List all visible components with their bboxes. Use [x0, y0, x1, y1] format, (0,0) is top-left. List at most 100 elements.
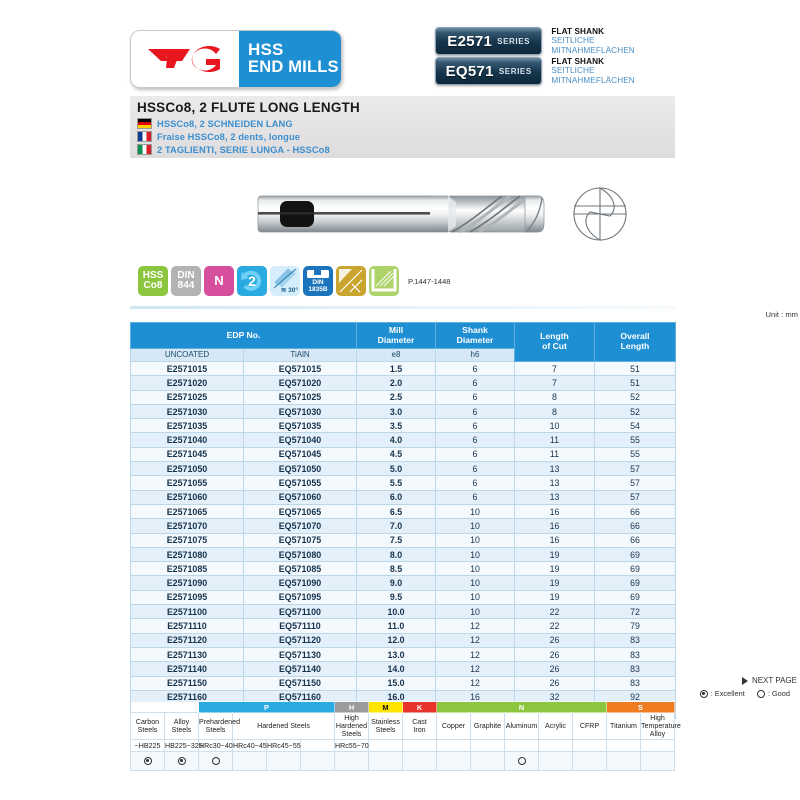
cell-mill-diameter: 5.5: [356, 475, 436, 491]
next-page-link[interactable]: NEXT PAGE: [741, 676, 797, 685]
cell-mill-diameter: 2.5: [356, 389, 436, 405]
cell-tialn: EQ571095: [243, 589, 357, 606]
cell-shank-diameter: 10: [435, 575, 515, 591]
series-word: SERIES: [497, 36, 531, 46]
good-mark-icon: [211, 756, 220, 765]
cell-uncoated: E2571095: [130, 589, 244, 606]
table-row[interactable]: E2571080 EQ571080 8.0 10 19 69: [130, 546, 676, 563]
cell-mill-diameter: 9.5: [356, 589, 436, 606]
material-hardness: HRc45~55: [266, 739, 301, 752]
table-row[interactable]: E2571120 EQ571120 12.0 12 26 83: [130, 632, 676, 648]
table-row[interactable]: E2571075 EQ571075 7.5 10 16 66: [130, 532, 676, 548]
cell-overall-length: 66: [594, 532, 676, 548]
table-row[interactable]: E2571130 EQ571130 13.0 12 26 83: [130, 646, 676, 663]
series-desc-de: SEITLICHE MITNAHMEFLÄCHEN: [551, 36, 635, 55]
material-hardness: [300, 739, 335, 752]
table-row[interactable]: E2571085 EQ571085 8.5 10 19 69: [130, 561, 676, 577]
material-rating-cell: [266, 751, 301, 771]
cell-tialn: EQ571065: [243, 503, 357, 520]
cell-shank-diameter: 10: [435, 604, 515, 620]
cell-shank-diameter: 10: [435, 518, 515, 534]
cell-overall-length: 69: [594, 546, 676, 563]
cell-overall-length: 83: [594, 675, 676, 691]
unit-label: Unit : mm: [765, 310, 799, 319]
series-desc-de: SEITLICHE MITNAHMEFLÄCHEN: [551, 66, 635, 85]
table-row[interactable]: E2571055 EQ571055 5.5 6 13 57: [130, 475, 676, 491]
badge-line-1: 2: [248, 272, 256, 289]
material-name: Alloy Steels: [164, 712, 199, 740]
cell-shank-diameter: 6: [435, 418, 515, 434]
cell-uncoated: E2571060: [130, 489, 244, 505]
cell-length-of-cut: 22: [514, 604, 595, 620]
cell-tialn: EQ571110: [243, 618, 357, 634]
table-row[interactable]: E2571020 EQ571020 2.0 6 7 51: [130, 375, 676, 391]
cell-shank-diameter: 6: [435, 360, 515, 377]
specification-table-body: E2571015 EQ571015 1.5 6 7 51 E2571020 EQ571020 2…: [130, 360, 676, 720]
badge-line-1: DIN: [312, 278, 324, 286]
table-row[interactable]: E2571060 EQ571060 6.0 6 13 57: [130, 489, 676, 505]
material-rating-cell: [538, 751, 573, 771]
table-row[interactable]: E2571090 EQ571090 9.0 10 19 69: [130, 575, 676, 591]
cell-shank-diameter: 12: [435, 632, 515, 648]
table-row[interactable]: E2571025 EQ571025 2.5 6 8 52: [130, 389, 676, 405]
table-row[interactable]: E2571045 EQ571045 4.5 6 11 55: [130, 446, 676, 463]
flute-count-badge: 2: [237, 266, 267, 296]
table-row[interactable]: E2571030 EQ571030 3.0 6 8 52: [130, 403, 676, 420]
cell-overall-length: 57: [594, 475, 676, 491]
cell-tialn: EQ571055: [243, 475, 357, 491]
cell-mill-diameter: 9.0: [356, 575, 436, 591]
material-name: Copper: [436, 712, 471, 740]
cell-shank-diameter: 6: [435, 389, 515, 405]
table-row[interactable]: E2571065 EQ571065 6.5 10 16 66: [130, 503, 676, 520]
cell-shank-diameter: 10: [435, 546, 515, 563]
cell-length-of-cut: 19: [514, 561, 595, 577]
header-overall-length: Overall Length: [594, 322, 676, 362]
table-row[interactable]: E2571095 EQ571095 9.5 10 19 69: [130, 589, 676, 606]
cell-mill-diameter: 4.5: [356, 446, 436, 463]
cell-uncoated: E2571030: [130, 403, 244, 420]
cell-uncoated: E2571100: [130, 604, 244, 620]
cell-mill-diameter: 15.0: [356, 675, 436, 691]
cell-tialn: EQ571085: [243, 561, 357, 577]
cell-overall-length: 69: [594, 561, 676, 577]
table-row[interactable]: E2571110 EQ571110 11.0 12 22 79: [130, 618, 676, 634]
rotation-arrow-icon: [241, 270, 262, 291]
table-row[interactable]: E2571070 EQ571070 7.0 10 16 66: [130, 518, 676, 534]
slotting-badge: [336, 266, 366, 296]
cell-overall-length: 72: [594, 604, 676, 620]
cell-shank-diameter: 6: [435, 489, 515, 505]
cell-length-of-cut: 16: [514, 503, 595, 520]
table-row[interactable]: E2571015 EQ571015 1.5 6 7 51: [130, 360, 676, 377]
table-row[interactable]: E2571150 EQ571150 15.0 12 26 83: [130, 675, 676, 691]
subheader-tialn: TiAlN: [243, 348, 357, 362]
material-hardness: [606, 739, 641, 752]
brand-name: HSS END MILLS: [239, 31, 341, 87]
section-divider: [130, 306, 675, 309]
series-badge: E2571 SERIES: [435, 27, 543, 55]
table-row[interactable]: E2571035 EQ571035 3.5 6 10 54: [130, 418, 676, 434]
table-row[interactable]: E2571050 EQ571050 5.0 6 13 57: [130, 461, 676, 477]
table-row[interactable]: E2571140 EQ571140 14.0 12 26 83: [130, 661, 676, 677]
cell-length-of-cut: 26: [514, 646, 595, 663]
helix-angle-badge: ≋ 30°: [270, 266, 300, 296]
cell-mill-diameter: 6.5: [356, 503, 436, 520]
product-illustration: [130, 158, 675, 262]
series-item-e2571: E2571 SERIES FLAT SHANK SEITLICHE MITNAH…: [435, 26, 675, 55]
cell-uncoated: E2571110: [130, 618, 244, 634]
pocketing-badge: [369, 266, 399, 296]
material-name: Aluminum: [504, 712, 539, 740]
material-rating-cell: [164, 751, 199, 771]
cell-mill-diameter: 12.0: [356, 632, 436, 648]
table-subheader-row: UNCOATED TiAlN e8 h6: [130, 348, 676, 362]
cell-length-of-cut: 22: [514, 618, 595, 634]
table-row[interactable]: E2571040 EQ571040 4.0 6 11 55: [130, 432, 676, 448]
material-rating-cell: [470, 751, 505, 771]
cell-length-of-cut: 26: [514, 632, 595, 648]
series-desc-en: FLAT SHANK: [551, 26, 605, 36]
series-code: EQ571: [445, 62, 494, 80]
table-row[interactable]: E2571100 EQ571100 10.0 10 22 72: [130, 604, 676, 620]
cell-tialn: EQ571100: [243, 604, 357, 620]
flag-france-icon: [137, 131, 152, 142]
cell-mill-diameter: 6.0: [356, 489, 436, 505]
